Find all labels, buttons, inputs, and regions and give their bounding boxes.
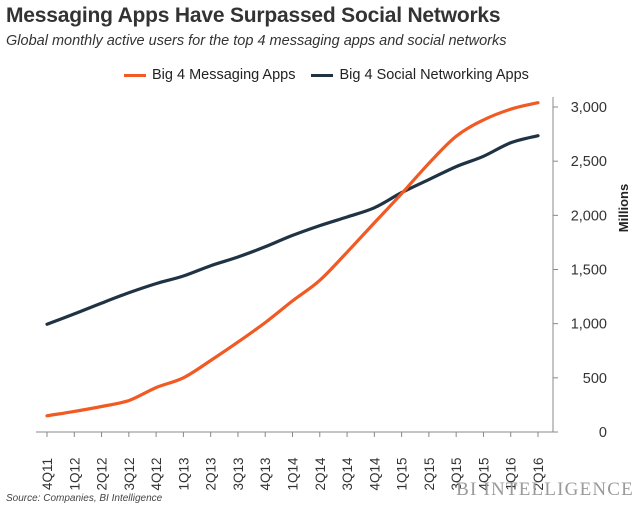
series-line-messaging: [45, 101, 540, 418]
x-tick-label: 1Q12: [67, 457, 82, 490]
x-tick-label: 3Q14: [340, 457, 355, 491]
x-tick-label: 1Q13: [176, 457, 191, 490]
x-tick-label: 4Q15: [476, 457, 491, 490]
y-tick-label: 0: [599, 425, 607, 441]
x-tick-label: 2Q12: [95, 457, 110, 490]
x-tick-label: 2Q13: [204, 457, 219, 490]
brand-logo: BI INTELLIGENCE: [456, 479, 634, 500]
x-tick-label: 4Q14: [367, 457, 382, 491]
legend-swatch-social: [311, 73, 334, 77]
x-tick-label: 4Q13: [258, 457, 273, 490]
y-axis-title: Millions: [616, 184, 631, 232]
source-note: Source: Companies, BI Intelligence: [6, 493, 163, 504]
series-line-social: [45, 134, 540, 326]
x-tick-label: 2Q16: [531, 457, 546, 490]
chart-legend: Big 4 Messaging Apps Big 4 Social Networ…: [124, 67, 545, 83]
x-tick-label: 1Q16: [504, 457, 519, 490]
legend-label-social: Big 4 Social Networking Apps: [339, 67, 529, 83]
y-tick-label: 500: [583, 371, 607, 387]
x-tick-label: 2Q14: [313, 457, 328, 491]
chart-title: Messaging Apps Have Surpassed Social Net…: [6, 4, 501, 27]
x-tick-label: 2Q15: [422, 457, 437, 490]
x-tick-label: 4Q12: [149, 457, 164, 490]
y-tick-label: 1,500: [571, 263, 607, 279]
x-tick-label: 1Q14: [286, 457, 301, 491]
x-tick-label: 3Q12: [122, 457, 137, 490]
legend-item-messaging: Big 4 Messaging Apps: [124, 67, 295, 83]
x-tick-label: 3Q15: [449, 457, 464, 490]
y-tick-label: 1,000: [571, 317, 607, 333]
legend-swatch-messaging: [124, 73, 146, 77]
legend-item-social: Big 4 Social Networking Apps: [311, 67, 529, 83]
x-tick-label: 3Q13: [231, 457, 246, 490]
y-tick-label: 2,000: [571, 208, 607, 224]
legend-label-messaging: Big 4 Messaging Apps: [152, 67, 296, 83]
x-tick-label: 1Q15: [395, 457, 410, 490]
chart-subtitle: Global monthly active users for the top …: [6, 33, 507, 49]
y-tick-label: 3,000: [571, 100, 607, 116]
x-tick-label: 4Q11: [40, 458, 55, 490]
y-tick-label: 2,500: [571, 154, 607, 170]
